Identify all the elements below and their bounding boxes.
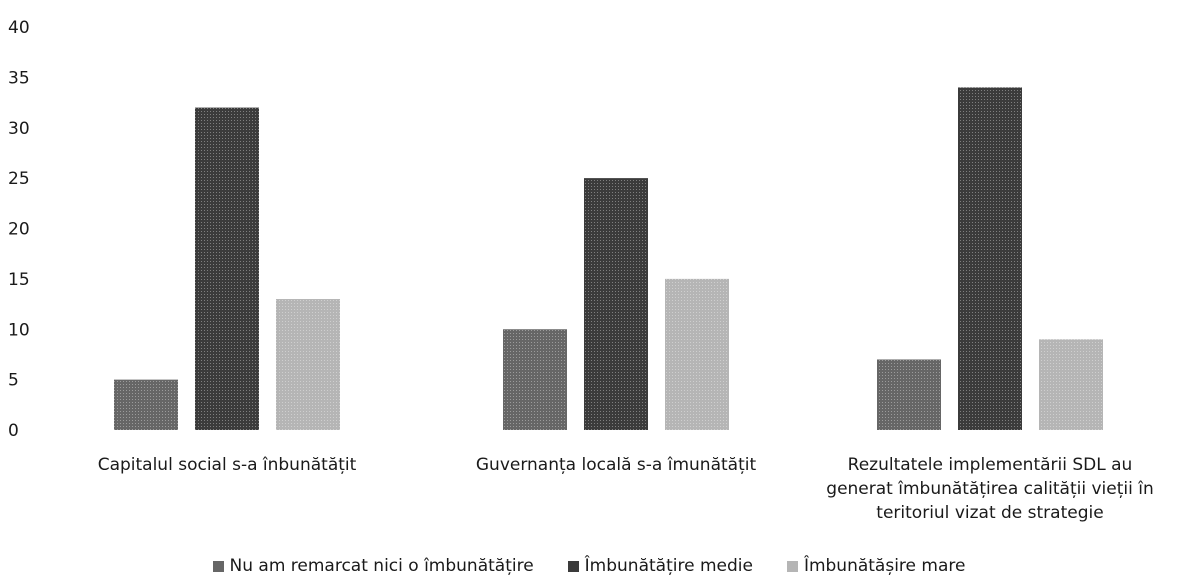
bar: [276, 299, 340, 430]
legend-label: Îmbunătățire medie: [584, 556, 753, 576]
legend-label: Nu am remarcat nici o îmbunătățire: [229, 556, 534, 576]
legend-item: Nu am remarcat nici o îmbunătățire: [212, 556, 534, 576]
bar: [584, 178, 648, 430]
y-tick-label: 35: [8, 68, 30, 88]
legend-swatch: [567, 560, 579, 572]
legend-item: Îmbunătățire medie: [567, 556, 753, 576]
bar: [195, 107, 259, 430]
legend: Nu am remarcat nici o îmbunătățire Îmbună…: [0, 548, 1178, 584]
legend-swatch: [212, 560, 224, 572]
legend-label: Îmbunătășire mare: [803, 556, 966, 576]
y-axis-ticks: 0 5 10 15 20 25 30 35 40: [8, 18, 30, 441]
bar: [1039, 339, 1103, 430]
x-category-label: Guvernanța locală s-a îmunătățit: [476, 455, 757, 475]
x-category-label: Capitalul social s-a înbunătățit: [98, 455, 357, 475]
bar: [503, 329, 567, 430]
legend-item: Îmbunătășire mare: [786, 556, 966, 576]
y-tick-label: 10: [8, 320, 30, 340]
y-tick-label: 25: [8, 169, 30, 189]
y-tick-label: 40: [8, 18, 30, 38]
y-tick-label: 5: [8, 371, 19, 391]
y-tick-label: 0: [8, 421, 19, 441]
y-tick-label: 30: [8, 119, 30, 139]
x-axis-labels: Capitalul social s-a înbunătățit Guvernan…: [98, 455, 1154, 523]
bar: [877, 359, 941, 430]
legend-swatch: [786, 560, 798, 572]
y-tick-label: 15: [8, 270, 30, 290]
x-category-label: Rezultatele implementării SDL au generat …: [826, 455, 1153, 523]
bar: [665, 278, 729, 430]
bar: [958, 87, 1022, 430]
y-tick-label: 20: [8, 220, 30, 240]
bar: [114, 379, 178, 430]
bars: [114, 87, 1103, 430]
bar-chart: 0 5 10 15 20 25 30 35 40 Capitalul social s-a în…: [8, 18, 1154, 523]
